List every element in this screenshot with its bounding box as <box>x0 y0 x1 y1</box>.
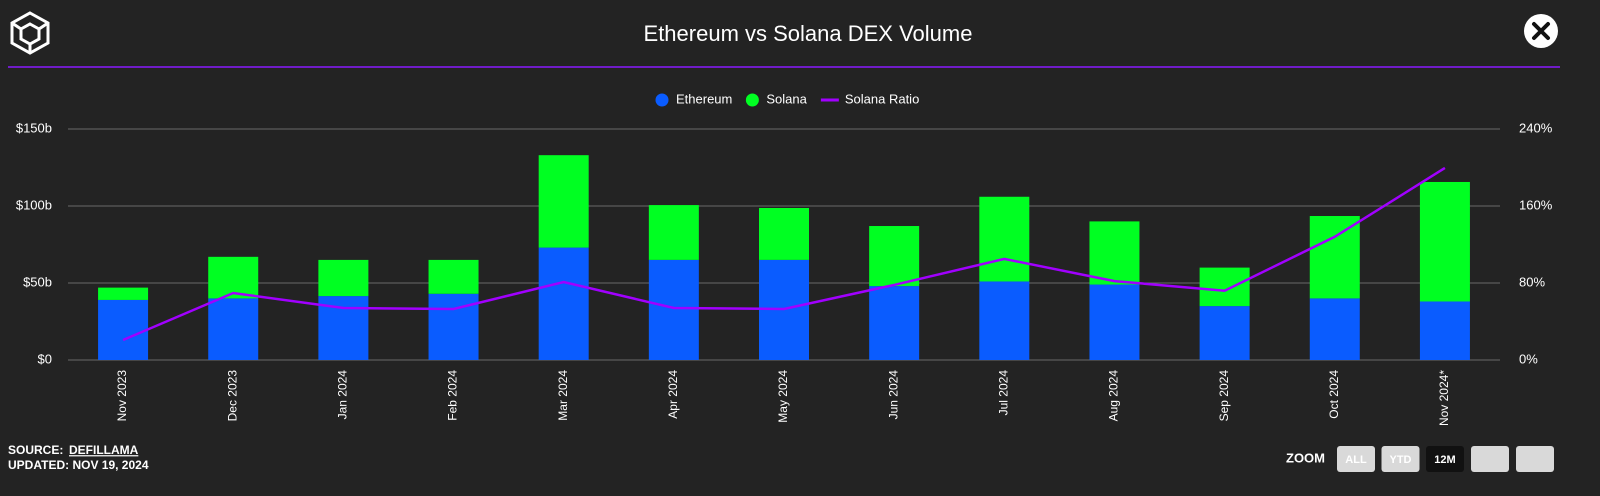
x-tick-label: Sep 2024 <box>1217 370 1231 422</box>
logo <box>10 11 50 55</box>
zoom-button-label[interactable]: 12M <box>1434 454 1455 466</box>
bar <box>428 259 479 294</box>
y2-tick-label: 240% <box>1519 120 1553 135</box>
bar <box>1309 298 1360 360</box>
bar <box>538 247 589 360</box>
bar <box>318 259 369 297</box>
chart-title: Ethereum vs Solana DEX Volume <box>644 21 973 46</box>
bar <box>979 196 1030 282</box>
y-tick-label: $100b <box>16 197 52 212</box>
source-link[interactable]: DEFILLAMA <box>69 443 139 457</box>
bar <box>1199 267 1250 307</box>
zoom-label: ZOOM <box>1286 450 1325 465</box>
x-tick-label: Jul 2024 <box>996 370 1010 416</box>
bar <box>208 298 259 360</box>
y-tick-label: $0 <box>38 351 52 366</box>
bar <box>1419 181 1470 302</box>
x-tick-label: Jan 2024 <box>336 370 350 420</box>
zoom-button[interactable] <box>1381 446 1420 472</box>
x-tick-label: Feb 2024 <box>446 370 460 421</box>
x-tick-label: Aug 2024 <box>1107 370 1121 422</box>
zoom-button[interactable] <box>1337 446 1375 472</box>
x-tick-label: Nov 2024* <box>1437 370 1451 426</box>
zoom-buttons: ALL YTD 12M <box>1337 446 1464 472</box>
legend-label: Solana <box>766 91 807 106</box>
x-tick-label: Oct 2024 <box>1327 370 1341 419</box>
bar <box>1309 216 1360 299</box>
bar <box>648 259 699 360</box>
x-tick-label: Dec 2023 <box>225 370 239 422</box>
legend-label: Solana Ratio <box>845 91 919 106</box>
x-tick-label: Apr 2024 <box>666 370 680 419</box>
y-tick-label: $150b <box>16 120 52 135</box>
bar <box>869 226 920 287</box>
bar <box>98 287 149 300</box>
legend-swatch <box>745 93 759 107</box>
zoom-button[interactable] <box>1426 446 1464 472</box>
bar <box>538 155 589 248</box>
bar <box>1199 306 1250 360</box>
bar <box>869 286 920 360</box>
bar <box>979 281 1030 360</box>
bar <box>1419 301 1470 360</box>
bar <box>1089 284 1140 360</box>
x-tick-label: May 2024 <box>776 370 790 423</box>
source-label: SOURCE: <box>8 443 63 457</box>
bar <box>648 205 699 260</box>
bar <box>208 256 259 299</box>
zoom-button-label[interactable]: ALL <box>1345 454 1367 466</box>
x-tick-label: Jun 2024 <box>886 370 900 420</box>
legend: Ethereum Solana Solana Ratio <box>655 91 919 107</box>
y2-tick-label: 0% <box>1519 351 1538 366</box>
zoom-button[interactable] <box>1471 446 1509 472</box>
x-tick-label: Mar 2024 <box>556 370 570 421</box>
bar <box>1089 221 1140 285</box>
legend-label: Ethereum <box>676 91 732 106</box>
zoom-button-label[interactable]: YTD <box>1390 454 1412 466</box>
updated: UPDATED: NOV 19, 2024 <box>8 458 149 472</box>
bar <box>759 208 809 260</box>
x-tick-label: Nov 2023 <box>115 370 129 422</box>
bar <box>98 299 149 360</box>
close-button[interactable] <box>1524 14 1558 48</box>
zoom-button[interactable] <box>1516 446 1554 472</box>
y2-tick-label: 160% <box>1519 197 1553 212</box>
ratio-line <box>122 166 1446 342</box>
y-tick-label: $50b <box>23 274 52 289</box>
legend-swatch <box>655 93 669 107</box>
y2-tick-label: 80% <box>1519 274 1545 289</box>
plot: $0 $50b $100b $150b 0% 80% 160% 240% Nov 2023 Dec… <box>16 120 1553 426</box>
